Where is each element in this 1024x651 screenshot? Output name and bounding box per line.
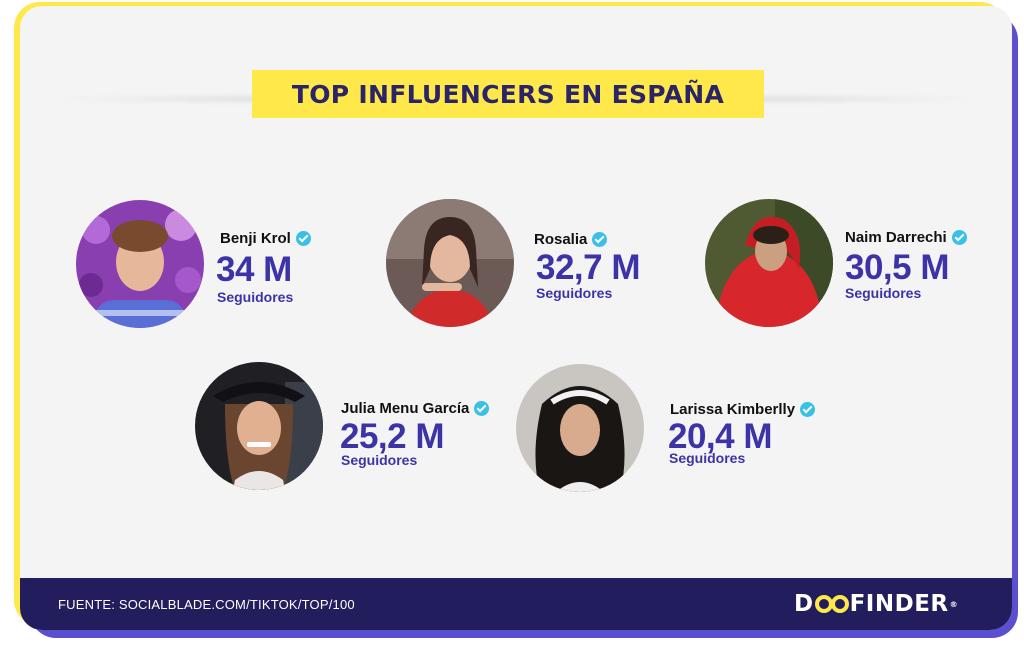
verified-check-icon bbox=[951, 230, 967, 245]
follower-count: 20,4 M bbox=[668, 417, 773, 456]
avatar bbox=[516, 364, 644, 492]
influencer-name: Naim Darrechi bbox=[845, 229, 947, 246]
influencer-name: Larissa Kimberlly bbox=[670, 401, 796, 418]
follower-label: Seguidores bbox=[845, 285, 922, 301]
follower-label: Seguidores bbox=[669, 450, 746, 466]
avatar bbox=[195, 362, 323, 490]
follower-label: Seguidores bbox=[341, 452, 418, 468]
avatar bbox=[76, 200, 204, 328]
infinity-logo-icon bbox=[814, 595, 849, 613]
follower-count: 25,2 M bbox=[340, 417, 445, 456]
name-row: Benji Krol bbox=[220, 230, 311, 247]
influencer-name: Benji Krol bbox=[220, 230, 291, 247]
logo-text-left: D bbox=[794, 591, 814, 617]
name-row: Rosalia bbox=[534, 231, 608, 248]
follower-label: Seguidores bbox=[217, 289, 294, 305]
follower-label: Seguidores bbox=[536, 285, 613, 301]
doofinder-logo: D FINDER ® bbox=[794, 588, 958, 620]
registered-mark: ® bbox=[949, 599, 959, 609]
follower-count: 32,7 M bbox=[536, 248, 641, 287]
name-row: Larissa Kimberlly bbox=[670, 401, 816, 418]
source-credit: FUENTE: SOCIALBLADE.COM/TIKTOK/TOP/100 bbox=[58, 597, 355, 612]
verified-check-icon bbox=[800, 402, 816, 417]
verified-check-icon bbox=[592, 232, 608, 247]
follower-count: 30,5 M bbox=[845, 248, 950, 287]
verified-check-icon bbox=[474, 401, 490, 416]
influencer-name: Julia Menu García bbox=[341, 400, 470, 417]
logo-text-right: FINDER bbox=[849, 591, 949, 617]
verified-check-icon bbox=[295, 231, 311, 246]
avatar bbox=[386, 199, 514, 327]
name-row: Julia Menu García bbox=[341, 400, 490, 417]
influencer-name: Rosalia bbox=[534, 231, 588, 248]
name-row: Naim Darrechi bbox=[845, 229, 967, 246]
infographic-card: TOP INFLUENCERS EN ESPAÑA Benji Krol 34 … bbox=[20, 6, 1012, 630]
follower-count: 34 M bbox=[216, 250, 292, 289]
page-title: TOP INFLUENCERS EN ESPAÑA bbox=[291, 79, 725, 109]
title-banner: TOP INFLUENCERS EN ESPAÑA bbox=[252, 70, 764, 118]
footer-bar: FUENTE: SOCIALBLADE.COM/TIKTOK/TOP/100 D… bbox=[20, 578, 1012, 630]
avatar bbox=[705, 199, 833, 327]
